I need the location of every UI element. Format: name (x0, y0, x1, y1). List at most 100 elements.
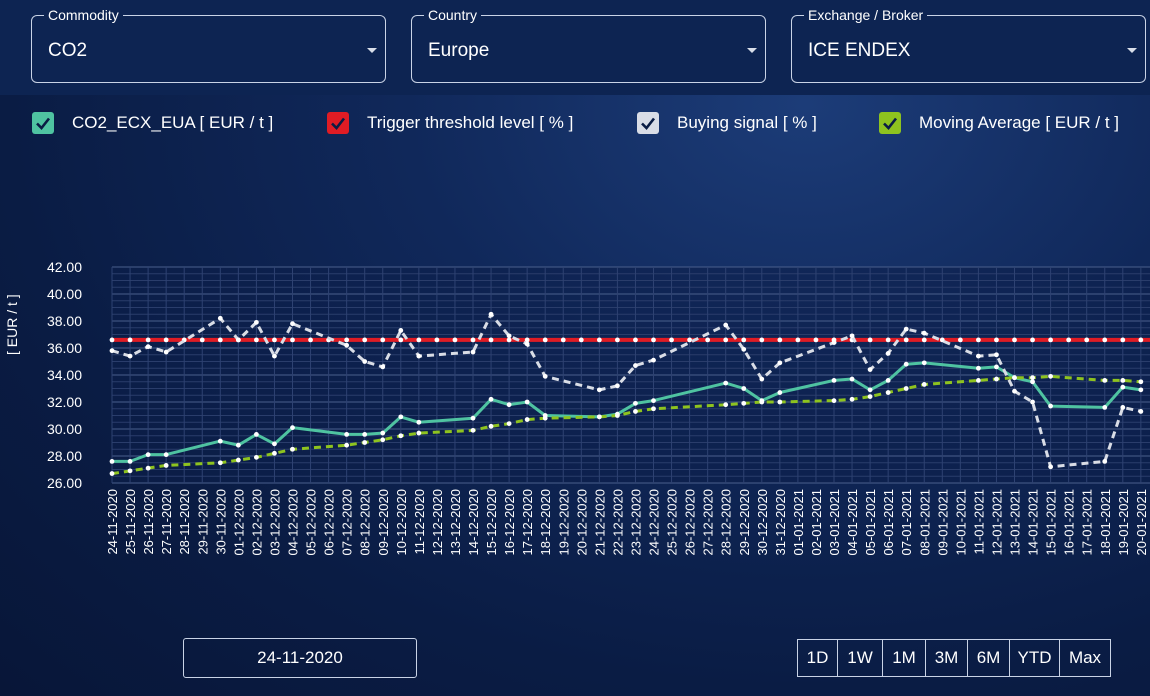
legend-item-trigger[interactable]: Trigger threshold level [ % ] (327, 112, 573, 134)
checkbox-buying[interactable] (637, 112, 659, 134)
data-point (1120, 378, 1126, 383)
y-tick-label: 30.00 (47, 421, 82, 437)
data-point (1084, 337, 1090, 343)
data-point (506, 421, 512, 426)
data-point (615, 337, 620, 343)
x-tick-label: 02-12-2020 (249, 489, 264, 556)
data-point (109, 348, 115, 354)
x-tick-label: 19-12-2020 (556, 489, 571, 556)
data-point (524, 341, 530, 347)
data-point (127, 459, 133, 464)
data-point (109, 337, 115, 343)
x-tick-label: 05-01-2021 (863, 489, 878, 556)
x-tick-label: 07-01-2021 (899, 489, 914, 556)
data-point (687, 337, 692, 343)
price-chart[interactable]: 42.00 40.00 38.00 36.00 34.00 32.00 30.00 28.00… (0, 255, 1150, 585)
x-tick-label: 27-12-2020 (701, 489, 716, 556)
x-tick-label: 18-12-2020 (538, 489, 553, 556)
checkmark-icon (883, 117, 898, 130)
x-tick-label: 29-11-2020 (195, 489, 210, 555)
data-point (254, 319, 259, 325)
commodity-select[interactable]: Commodity CO2 (31, 7, 386, 83)
x-tick-label: 27-11-2020 (159, 489, 174, 555)
x-tick-label: 31-12-2020 (773, 489, 788, 556)
data-point (524, 417, 530, 422)
data-point (1048, 337, 1053, 343)
data-point (290, 446, 295, 452)
x-tick-label: 07-12-2020 (340, 489, 355, 556)
data-point (741, 400, 747, 406)
x-tick-label: 18-01-2021 (1098, 489, 1113, 556)
legend-item-moving-average[interactable]: Moving Average [ EUR / t ] (879, 112, 1119, 134)
data-point (705, 337, 711, 343)
exchange-select[interactable]: Exchange / Broker ICE ENDEX (791, 7, 1146, 83)
x-tick-label: 28-11-2020 (177, 489, 192, 555)
range-button-1m[interactable]: 1M (882, 639, 926, 677)
data-point (362, 440, 368, 445)
data-point (1012, 388, 1017, 394)
data-point (615, 383, 620, 389)
data-point (470, 427, 476, 433)
data-point (885, 351, 891, 356)
checkbox-co2[interactable] (32, 112, 54, 134)
data-point (344, 337, 350, 343)
data-point (416, 419, 422, 425)
data-point (1120, 337, 1126, 343)
data-point (849, 376, 855, 382)
x-tick-label: 26-11-2020 (141, 489, 156, 555)
data-point (290, 337, 295, 343)
data-point (921, 337, 927, 343)
data-point (994, 376, 999, 382)
x-tick-label: 16-12-2020 (502, 489, 517, 556)
x-tick-label: 17-12-2020 (520, 489, 535, 556)
y-tick-label: 42.00 (47, 259, 82, 275)
range-button-max[interactable]: Max (1059, 639, 1111, 677)
data-point (831, 340, 837, 345)
data-point (1048, 464, 1053, 470)
country-select[interactable]: Country Europe (411, 7, 766, 83)
data-point (416, 337, 422, 343)
data-point (921, 360, 927, 366)
legend-item-co2[interactable]: CO2_ECX_EUA [ EUR / t ] (32, 112, 273, 134)
data-point (759, 376, 765, 382)
data-point (145, 452, 151, 458)
data-point (615, 413, 620, 418)
data-point (145, 344, 151, 350)
date-picker[interactable]: 24-11-2020 (183, 638, 417, 678)
x-tick-label: 06-12-2020 (322, 489, 337, 556)
x-tick-label: 09-01-2021 (935, 489, 950, 556)
data-point (398, 433, 404, 439)
data-point (488, 423, 494, 429)
x-tick-label: 01-01-2021 (791, 489, 806, 556)
range-button-ytd[interactable]: YTD (1009, 639, 1060, 677)
data-point (651, 398, 656, 404)
data-point (651, 357, 656, 363)
data-point (380, 337, 386, 343)
data-point (542, 373, 548, 379)
legend-label-trigger: Trigger threshold level [ % ] (367, 113, 574, 132)
legend-item-buying[interactable]: Buying signal [ % ] (637, 112, 817, 134)
data-point (488, 396, 494, 402)
y-tick-label: 36.00 (47, 340, 82, 356)
x-tick-label: 30-12-2020 (755, 489, 770, 556)
data-point (506, 337, 512, 343)
data-point (903, 361, 909, 367)
range-button-1d[interactable]: 1D (797, 639, 838, 677)
data-point (290, 425, 295, 431)
range-button-3m[interactable]: 3M (925, 639, 968, 677)
data-point (235, 442, 241, 448)
data-point (759, 337, 765, 343)
data-point (976, 378, 981, 383)
checkbox-trigger[interactable] (327, 112, 349, 134)
data-point (723, 380, 729, 386)
data-point (777, 360, 783, 366)
range-button-6m[interactable]: 6M (967, 639, 1010, 677)
data-point (633, 400, 638, 406)
checkmark-icon (331, 117, 346, 130)
x-tick-label: 15-01-2021 (1044, 489, 1059, 556)
data-point (272, 353, 277, 359)
checkbox-moving-average[interactable] (879, 112, 901, 134)
data-point (470, 337, 476, 343)
x-tick-label: 09-12-2020 (376, 489, 391, 556)
range-button-1w[interactable]: 1W (837, 639, 883, 677)
